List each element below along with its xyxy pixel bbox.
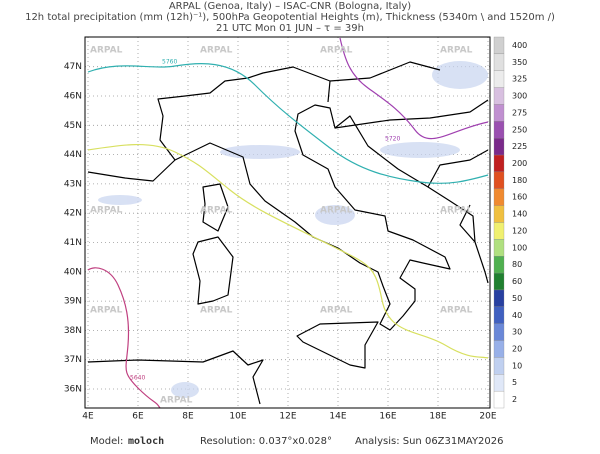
colorbar-label: 2: [512, 395, 517, 404]
lat-label: 38N: [64, 326, 82, 336]
colorbar-swatch: [493, 205, 505, 223]
colorbar-label: 160: [512, 193, 527, 202]
lon-label: 10E: [229, 412, 246, 422]
watermark: ARPAL: [90, 46, 123, 56]
colorbar-label: 80: [512, 260, 522, 269]
lat-label: 42N: [64, 209, 82, 219]
colorbar-swatch: [493, 87, 505, 105]
lat-label: 46N: [64, 92, 82, 102]
colorbar-swatch: [493, 272, 505, 291]
lon-label: 16E: [379, 412, 396, 422]
lon-label: 12E: [279, 412, 296, 422]
colorbar-label: 350: [512, 58, 527, 67]
colorbar-label: 300: [512, 92, 527, 101]
colorbar-swatch: [493, 171, 505, 189]
colorbar-label: 20: [512, 344, 522, 353]
contour-label: 5720: [385, 136, 400, 143]
title-line: ARPAL (Genoa, Italy) – ISAC-CNR (Bologna…: [169, 1, 411, 12]
contour-label: 5640: [130, 375, 145, 382]
watermark: ARPAL: [90, 206, 123, 216]
colorbar-label: 325: [512, 75, 527, 84]
watermark: ARPAL: [440, 306, 473, 316]
colorbar-swatch: [493, 239, 505, 257]
colorbar-label: 30: [512, 328, 522, 337]
colorbar-swatch: [493, 36, 505, 55]
lat-label: 40N: [64, 267, 82, 277]
colorbar-swatch: [493, 374, 505, 392]
lat-label: 45N: [64, 121, 82, 131]
colorbar-swatch: [493, 70, 505, 88]
colorbar-label: 50: [512, 294, 522, 303]
colorbar-swatch: [493, 323, 505, 341]
footer-model: moloch: [128, 436, 164, 447]
lon-label: 6E: [132, 412, 144, 422]
colorbar-swatch: [493, 357, 505, 375]
watermark: ARPAL: [90, 306, 123, 316]
colorbar-swatch: [493, 390, 505, 409]
colorbar-label: 180: [512, 176, 527, 185]
watermark: ARPAL: [200, 306, 233, 316]
colorbar-label: 5: [512, 378, 517, 387]
colorbar-label: 10: [512, 361, 522, 370]
colorbar-swatch: [493, 188, 505, 206]
footer-analysis: Analysis: Sun 06Z31MAY2026: [355, 436, 504, 447]
lat-label: 44N: [64, 150, 82, 160]
title-line: 21 UTC Mon 01 JUN – τ = 39h: [216, 23, 364, 34]
colorbar-swatch: [493, 138, 505, 156]
lat-label: 39N: [64, 297, 82, 307]
colorbar-swatch: [493, 53, 505, 71]
colorbar-label: 250: [512, 125, 527, 134]
watermark: ARPAL: [440, 206, 473, 216]
colorbar-label: 200: [512, 159, 527, 168]
precipitation: [98, 61, 488, 398]
footer-label: Model:: [90, 436, 123, 447]
colorbar-label: 400: [512, 41, 527, 50]
lat-label: 43N: [64, 179, 82, 189]
lat-label: 41N: [64, 238, 82, 248]
colorbar-label: 60: [512, 277, 522, 286]
colorbar-label: 100: [512, 243, 527, 252]
lat-label: 37N: [64, 355, 82, 365]
lon-label: 14E: [329, 412, 346, 422]
watermark: ARPAL: [320, 206, 353, 216]
colorbar-label: 140: [512, 210, 527, 219]
colorbar-label: 120: [512, 226, 527, 235]
colorbar-swatch: [493, 256, 505, 274]
colorbar-label: 40: [512, 311, 522, 320]
watermark: ARPAL: [160, 396, 193, 406]
lat-label: 36N: [64, 385, 82, 395]
watermark: ARPAL: [320, 46, 353, 56]
watermark: ARPAL: [440, 46, 473, 56]
colorbar-swatch: [493, 154, 505, 173]
colorbar-swatch: [493, 340, 505, 358]
map-frame: [84, 36, 491, 409]
title-line: 12h total precipitation (mm (12h)⁻¹), 50…: [25, 12, 555, 23]
watermarks: ARPAL ARPAL ARPAL ARPAL ARPAL ARPAL ARPAL ARPAL…: [90, 46, 473, 406]
contour-label: 5760: [162, 59, 177, 66]
graticule: 4E 6E 8E 10E 12E 14E 16E 18E 20E 36N 37N 38N 39N 40N 4…: [64, 37, 497, 422]
colorbar-swatch: [493, 104, 505, 122]
lon-label: 4E: [82, 412, 94, 422]
watermark: ARPAL: [200, 206, 233, 216]
colorbar-swatch: [493, 289, 505, 307]
lon-label: 8E: [182, 412, 194, 422]
colorbar-swatch: [493, 222, 505, 240]
lat-label: 47N: [64, 62, 82, 72]
lon-label: 20E: [479, 412, 496, 422]
colorbar-label: 225: [512, 142, 527, 151]
watermark: ARPAL: [320, 306, 353, 316]
coastlines: [87, 61, 489, 405]
colorbar-swatch: [493, 121, 505, 139]
colorbar-swatch: [493, 306, 505, 324]
contours: [87, 37, 489, 409]
colorbar-label: 275: [512, 108, 527, 117]
footer-resolution: Resolution: 0.037°x0.028°: [200, 436, 332, 447]
watermark: ARPAL: [200, 46, 233, 56]
lon-label: 18E: [429, 412, 446, 422]
colorbar: 4003503253002752502252001801601401201008…: [493, 36, 527, 409]
